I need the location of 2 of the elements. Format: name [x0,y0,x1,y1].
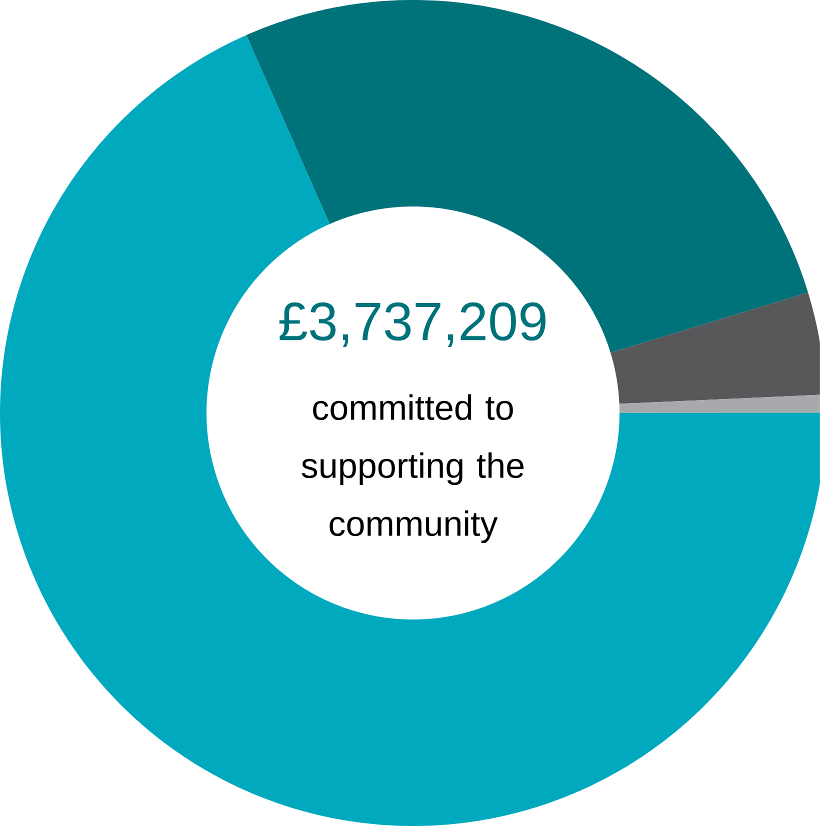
text: committed to supporting the community [302,394,524,544]
text: £3,737,209 [279,302,546,348]
